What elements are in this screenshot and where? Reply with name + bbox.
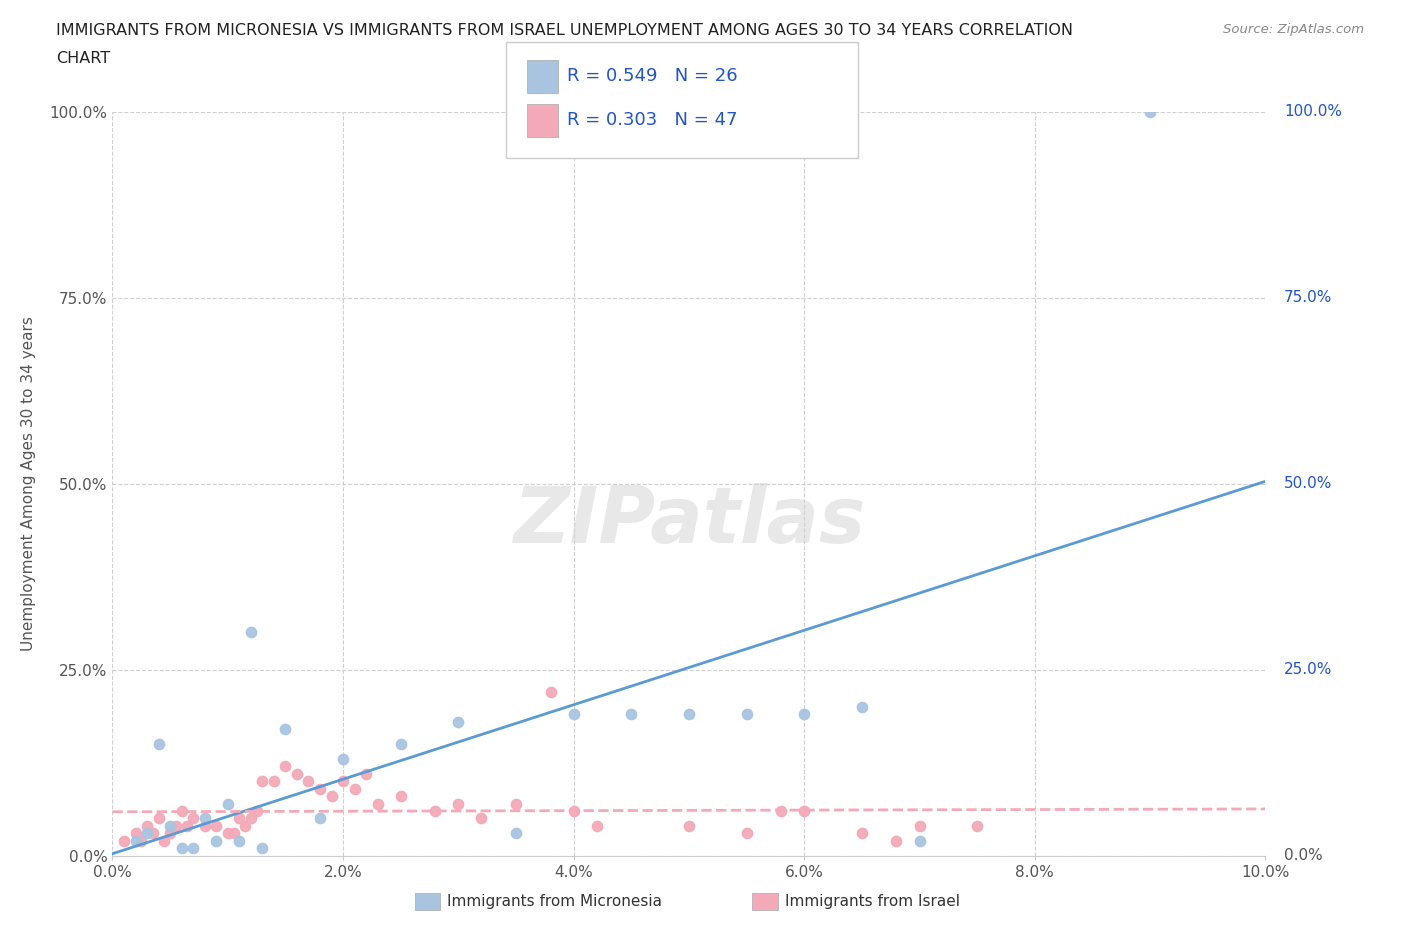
Point [505, 826, 527, 841]
Point [233, 818, 256, 833]
Point [181, 811, 204, 826]
Text: 0.0%: 0.0% [1284, 848, 1323, 863]
Point [285, 766, 308, 781]
Point [170, 804, 193, 818]
Point [148, 811, 170, 826]
Point [181, 841, 204, 856]
Point [124, 833, 146, 848]
Point [735, 826, 758, 841]
Point [354, 766, 377, 781]
Point [389, 789, 412, 804]
Point [470, 811, 492, 826]
Point [142, 826, 165, 841]
Text: 50.0%: 50.0% [1284, 476, 1333, 491]
Point [447, 714, 470, 729]
Point [770, 804, 793, 818]
Point [239, 811, 262, 826]
Point [194, 811, 217, 826]
Point [159, 818, 181, 833]
Point [170, 841, 193, 856]
Point [228, 811, 250, 826]
Point [321, 789, 343, 804]
Point [239, 625, 262, 640]
Point [908, 833, 931, 848]
Point [793, 804, 815, 818]
Point [129, 833, 153, 848]
Point [148, 737, 170, 751]
Point [343, 781, 366, 796]
Point [540, 684, 562, 699]
Y-axis label: Unemployment Among Ages 30 to 34 years: Unemployment Among Ages 30 to 34 years [21, 316, 35, 651]
Point [332, 774, 354, 789]
Point [332, 751, 354, 766]
Point [274, 759, 297, 774]
Point [505, 796, 527, 811]
Text: Immigrants from Israel: Immigrants from Israel [785, 894, 959, 909]
Point [425, 804, 447, 818]
Text: R = 0.303   N = 47: R = 0.303 N = 47 [567, 111, 737, 129]
Text: Immigrants from Micronesia: Immigrants from Micronesia [447, 894, 662, 909]
Point [297, 774, 319, 789]
Point [246, 804, 269, 818]
Text: ZIPatlas: ZIPatlas [513, 483, 865, 559]
Text: 100.0%: 100.0% [1284, 104, 1341, 119]
Point [153, 833, 176, 848]
Point [194, 818, 217, 833]
Point [176, 818, 198, 833]
Point [159, 826, 181, 841]
Point [205, 833, 228, 848]
Point [562, 707, 585, 722]
Point [678, 818, 700, 833]
Text: IMMIGRANTS FROM MICRONESIA VS IMMIGRANTS FROM ISRAEL UNEMPLOYMENT AMONG AGES 30 : IMMIGRANTS FROM MICRONESIA VS IMMIGRANTS… [56, 23, 1073, 38]
Point [309, 781, 332, 796]
Point [793, 707, 815, 722]
Point [136, 826, 159, 841]
Point [112, 833, 135, 848]
Point [389, 737, 412, 751]
Point [851, 699, 873, 714]
Point [585, 818, 607, 833]
Point [966, 818, 988, 833]
Point [217, 796, 239, 811]
Point [309, 811, 332, 826]
Point [562, 804, 585, 818]
Point [205, 818, 228, 833]
Point [1139, 104, 1161, 119]
Text: R = 0.549   N = 26: R = 0.549 N = 26 [567, 67, 737, 86]
Point [263, 774, 285, 789]
Point [165, 818, 187, 833]
Point [886, 833, 908, 848]
Point [274, 722, 297, 737]
Point [851, 826, 873, 841]
Text: 25.0%: 25.0% [1284, 662, 1333, 677]
Point [252, 774, 274, 789]
Point [447, 796, 470, 811]
Point [228, 833, 250, 848]
Text: CHART: CHART [56, 51, 110, 66]
Point [124, 826, 146, 841]
Point [217, 826, 239, 841]
Point [678, 707, 700, 722]
Point [367, 796, 389, 811]
Point [735, 707, 758, 722]
Point [252, 841, 274, 856]
Point [620, 707, 643, 722]
Text: Source: ZipAtlas.com: Source: ZipAtlas.com [1223, 23, 1364, 36]
Point [222, 826, 245, 841]
Point [136, 818, 159, 833]
Text: 75.0%: 75.0% [1284, 290, 1333, 305]
Point [908, 818, 931, 833]
